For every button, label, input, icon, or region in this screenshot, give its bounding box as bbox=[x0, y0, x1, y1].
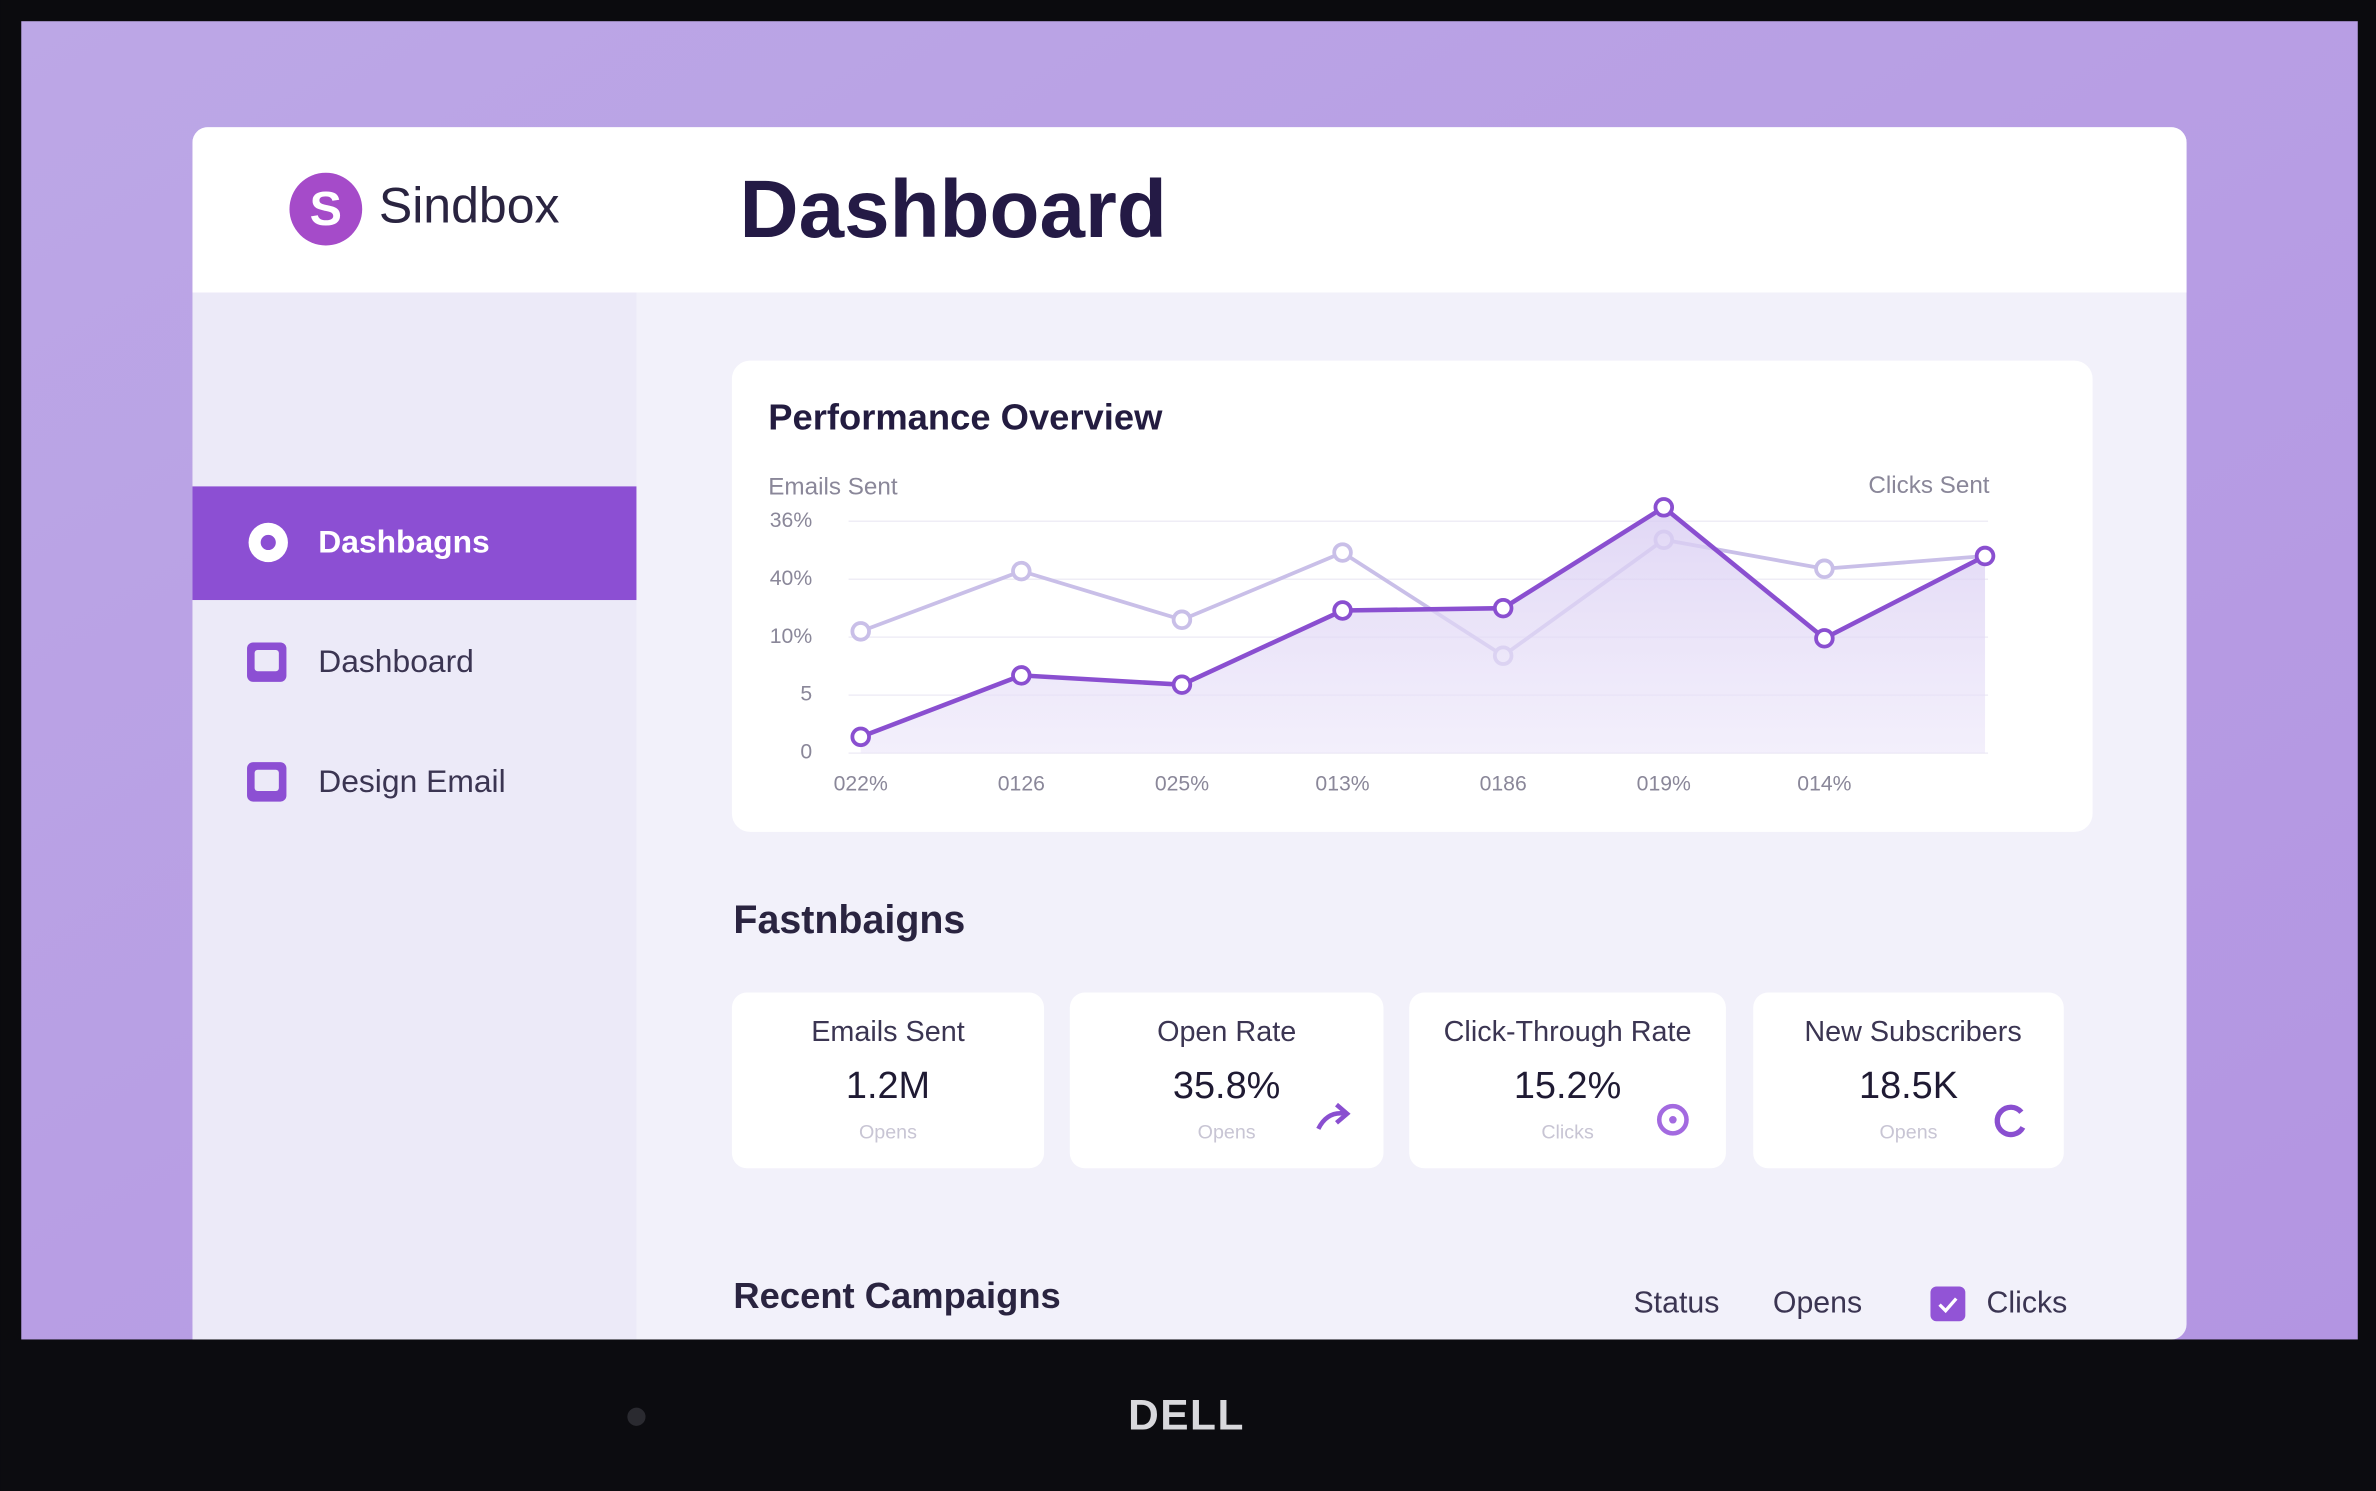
series-line bbox=[860, 537, 1986, 658]
data-point bbox=[1974, 545, 1996, 567]
stat-value: 18.5K bbox=[1859, 1065, 1958, 1107]
x-tick-label: 0126 bbox=[998, 773, 1045, 796]
refresh-icon bbox=[1994, 1104, 2026, 1138]
data-point bbox=[1332, 542, 1353, 563]
stat-sub: Clicks bbox=[1541, 1122, 1594, 1144]
target-dot bbox=[1669, 1115, 1677, 1124]
logo bbox=[289, 172, 363, 246]
data-point bbox=[850, 621, 871, 642]
bezel-bottom bbox=[0, 1339, 2376, 1491]
column-header: Opens bbox=[1773, 1287, 1862, 1320]
stat-card bbox=[1069, 992, 1384, 1169]
brand-name: Sindbox bbox=[379, 177, 560, 233]
data-point bbox=[1492, 597, 1514, 619]
series-label: Clicks Sent bbox=[1868, 472, 1989, 499]
header-bar bbox=[192, 127, 2187, 293]
sidebar-menu: Dashbagns Dashboard Design Email bbox=[192, 486, 637, 802]
x-tick-label: 019% bbox=[1637, 773, 1691, 796]
y-tick-label: 40% bbox=[770, 567, 813, 590]
data-point bbox=[1653, 497, 1675, 518]
stat-value: 1.2M bbox=[846, 1065, 930, 1107]
menu-icon-detail bbox=[260, 534, 276, 551]
x-tick-label: 013% bbox=[1315, 773, 1369, 796]
area-fill bbox=[860, 507, 1986, 754]
menu-icon-detail bbox=[254, 650, 279, 672]
trend-icon bbox=[1316, 1102, 1351, 1130]
column-header: Clicks bbox=[1987, 1287, 2068, 1320]
sidebar bbox=[192, 292, 637, 1340]
y-tick-label: 0 bbox=[800, 741, 812, 764]
y-tick-label: 36% bbox=[770, 509, 813, 532]
chart: 0 5 10% 40% 36% Emails Sent Clicks Sent 022% 012… bbox=[768, 472, 1996, 796]
recent-title: Recent Campaigns bbox=[733, 1275, 1060, 1316]
checkbox[interactable] bbox=[1930, 1286, 1966, 1322]
bezel-logo: DELL bbox=[1128, 1391, 1245, 1438]
data-point bbox=[850, 726, 871, 748]
stat-value: 15.2% bbox=[1514, 1065, 1621, 1107]
x-tick-label: 025% bbox=[1155, 773, 1209, 796]
stat-card bbox=[1753, 992, 2064, 1169]
stat-card bbox=[731, 992, 1045, 1169]
stat-cards: Emails Sent 1.2M Opens Open Rate 35.8% Opens C… bbox=[731, 992, 2064, 1169]
data-point bbox=[1814, 558, 1835, 579]
data-point bbox=[1011, 560, 1032, 582]
menu-label[interactable]: Dashbagns bbox=[318, 523, 489, 559]
check-mark bbox=[1938, 1297, 1958, 1314]
target-icon bbox=[1656, 1103, 1689, 1136]
stat-sub: Opens bbox=[1879, 1122, 1937, 1144]
stat-label: Click-Through Rate bbox=[1444, 1016, 1692, 1048]
logo-letter: S bbox=[310, 182, 342, 236]
data-point bbox=[1332, 600, 1353, 621]
stat-label: New Subscribers bbox=[1804, 1016, 2021, 1048]
y-tick-label: 10% bbox=[770, 625, 813, 648]
column-header: Status bbox=[1633, 1287, 1719, 1320]
menu-label[interactable]: Design Email bbox=[318, 763, 505, 799]
data-point bbox=[1171, 674, 1193, 695]
menu-icon-detail bbox=[254, 769, 279, 791]
chart-title: Performance Overview bbox=[768, 396, 1163, 437]
stat-value: 35.8% bbox=[1173, 1065, 1280, 1107]
series-label: Emails Sent bbox=[768, 473, 898, 500]
stat-label: Open Rate bbox=[1157, 1016, 1296, 1048]
x-tick-label: 022% bbox=[834, 773, 888, 796]
stat-label: Emails Sent bbox=[811, 1016, 964, 1048]
y-tick-label: 5 bbox=[800, 683, 812, 706]
stat-card bbox=[1409, 992, 1726, 1169]
data-point bbox=[1171, 609, 1193, 631]
x-tick-label: 014% bbox=[1797, 773, 1851, 796]
section-title: Fastnbaigns bbox=[733, 898, 965, 942]
data-point bbox=[1814, 628, 1835, 649]
menu-label[interactable]: Dashboard bbox=[318, 643, 474, 679]
page-title: Dashboard bbox=[739, 164, 1166, 255]
stat-sub: Opens bbox=[859, 1122, 917, 1144]
webcam bbox=[627, 1407, 646, 1426]
series-line bbox=[859, 504, 1987, 739]
x-tick-label: 0186 bbox=[1480, 773, 1527, 796]
stat-sub: Opens bbox=[1198, 1122, 1256, 1144]
data-point bbox=[1011, 665, 1032, 686]
